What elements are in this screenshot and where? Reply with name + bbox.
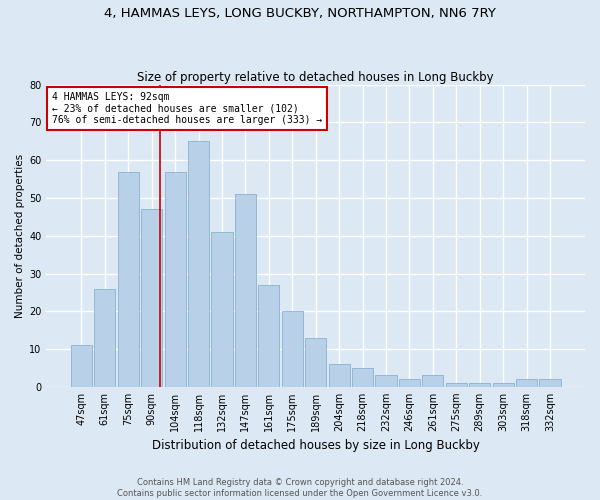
Bar (141, 210, 162, 387)
Bar (422, 376, 443, 387)
Text: Contains HM Land Registry data © Crown copyright and database right 2024.
Contai: Contains HM Land Registry data © Crown c… (118, 478, 482, 498)
Y-axis label: Number of detached properties: Number of detached properties (15, 154, 25, 318)
Bar (118, 172, 139, 387)
Bar (71, 346, 92, 387)
Bar (376, 376, 397, 387)
Bar (259, 285, 280, 387)
Bar (399, 380, 420, 387)
Bar (493, 383, 514, 387)
Bar (282, 312, 303, 387)
Bar (446, 383, 467, 387)
Bar (516, 380, 537, 387)
Bar (188, 142, 209, 387)
Text: 4, HAMMAS LEYS, LONG BUCKBY, NORTHAMPTON, NN6 7RY: 4, HAMMAS LEYS, LONG BUCKBY, NORTHAMPTON… (104, 8, 496, 20)
Bar (94, 288, 115, 387)
Bar (539, 380, 560, 387)
Bar (352, 368, 373, 387)
Bar (235, 194, 256, 387)
Text: 4 HAMMAS LEYS: 92sqm
← 23% of detached houses are smaller (102)
76% of semi-deta: 4 HAMMAS LEYS: 92sqm ← 23% of detached h… (52, 92, 322, 126)
X-axis label: Distribution of detached houses by size in Long Buckby: Distribution of detached houses by size … (152, 440, 479, 452)
Bar (211, 232, 233, 387)
Title: Size of property relative to detached houses in Long Buckby: Size of property relative to detached ho… (137, 70, 494, 84)
Bar (305, 338, 326, 387)
Bar (329, 364, 350, 387)
Bar (164, 172, 185, 387)
Bar (469, 383, 490, 387)
